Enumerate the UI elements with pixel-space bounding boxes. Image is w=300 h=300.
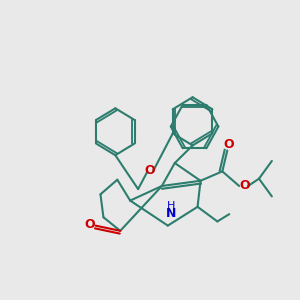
Text: O: O: [145, 164, 155, 177]
Text: N: N: [166, 207, 176, 220]
Text: O: O: [85, 218, 95, 230]
Text: H: H: [167, 201, 176, 211]
Text: O: O: [224, 138, 234, 152]
Text: O: O: [239, 179, 250, 192]
